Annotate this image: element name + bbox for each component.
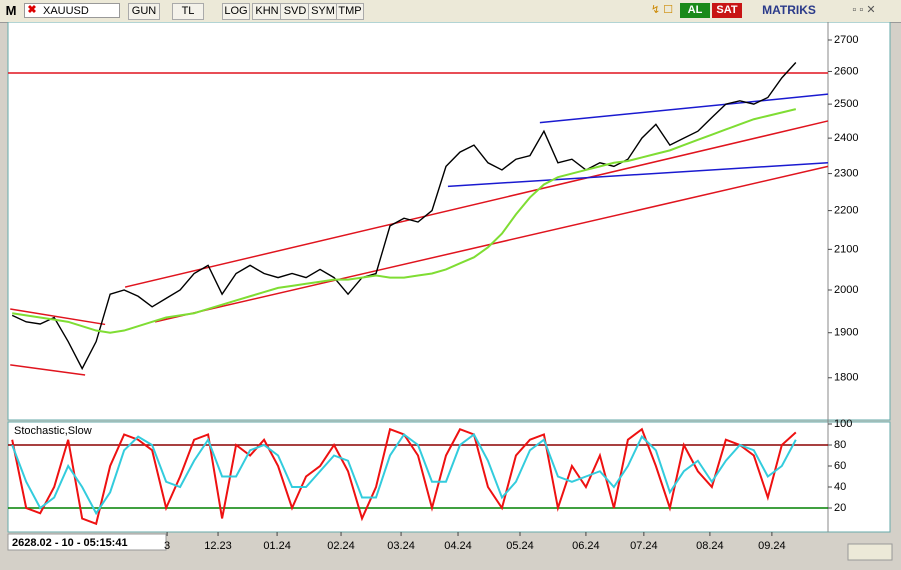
sell-button[interactable]: SAT xyxy=(712,3,742,18)
x-tick-label: 06.24 xyxy=(572,540,600,552)
icons[interactable]: ↯ ☐ xyxy=(650,4,674,16)
y-tick-label: 2600 xyxy=(834,65,858,77)
status-box xyxy=(7,533,167,551)
y-tick-label: 2700 xyxy=(834,34,858,46)
price-panel xyxy=(7,22,891,421)
y-tick-label: 2200 xyxy=(834,205,858,217)
trend-line xyxy=(539,93,829,124)
toolbar-button[interactable]: TL xyxy=(172,3,204,20)
panel-title: Stochastic,Slow xyxy=(14,425,92,437)
series-line xyxy=(11,432,797,516)
series-line xyxy=(12,108,797,334)
trend-line xyxy=(10,308,106,326)
symbol-field[interactable]: XAUUSD xyxy=(24,3,120,18)
x-tick-label: 03.24 xyxy=(387,540,415,552)
symbol-icon: ✖ xyxy=(27,4,37,16)
toolbar-button[interactable]: KHN xyxy=(252,3,282,20)
toolbar-button[interactable]: SYM xyxy=(308,3,338,20)
y-tick-label: 1800 xyxy=(834,372,858,384)
x-tick-label: 01.24 xyxy=(263,540,291,552)
x-tick-label: 3 xyxy=(164,540,170,552)
y-tick-label: 60 xyxy=(834,460,846,472)
y-tick-label: 1900 xyxy=(834,327,858,339)
status: 2628.02 - 10 - 05:15:41 xyxy=(12,537,128,549)
trend-line xyxy=(10,364,86,376)
x-tick-label: 05.24 xyxy=(506,540,534,552)
y-tick-label: 2300 xyxy=(834,167,858,179)
toolbar: M XAUUSD ✖ GUN TL LOG KHN SVD SYM TMP ↯ ☐ AL S… xyxy=(0,0,901,23)
series-line xyxy=(11,62,797,371)
y-tick-label: 20 xyxy=(834,502,846,514)
toolbar-button[interactable]: LOG xyxy=(222,3,250,20)
y-tick-label: 40 xyxy=(834,481,846,493)
logo: M xyxy=(5,3,17,18)
window-controls[interactable]: ▫ ▫ ✕ xyxy=(852,4,876,16)
x-tick-label: 02.24 xyxy=(327,540,355,552)
x-tick-label: 09.24 xyxy=(758,540,786,552)
buy-button[interactable]: AL xyxy=(680,3,710,18)
x-tick-label: 12.23 xyxy=(204,540,232,552)
y-tick-label: 100 xyxy=(834,418,852,430)
y-tick-label: 2400 xyxy=(834,132,858,144)
x-tick-label: 04.24 xyxy=(444,540,472,552)
x-tick-label: 08.24 xyxy=(696,540,724,552)
toolbar-button[interactable]: TMP xyxy=(336,3,364,20)
brand: MATRIKS xyxy=(762,3,816,17)
y-tick-label: 2100 xyxy=(834,243,858,255)
chart: 2628.02 - 10 - 05:15:41 Stochastic,Slow … xyxy=(7,22,893,561)
trend-line xyxy=(447,162,829,188)
y-tick-label: 2500 xyxy=(834,98,858,110)
x-tick-label: 07.24 xyxy=(630,540,658,552)
toolbar-button[interactable]: GUN xyxy=(128,3,160,20)
nav-controls[interactable] xyxy=(847,543,893,561)
toolbar-button[interactable]: SVD xyxy=(280,3,310,20)
trend-line xyxy=(124,120,829,288)
y-tick-label: 80 xyxy=(834,439,846,451)
stochastic-panel xyxy=(7,421,891,533)
y-tick-label: 2000 xyxy=(834,284,858,296)
